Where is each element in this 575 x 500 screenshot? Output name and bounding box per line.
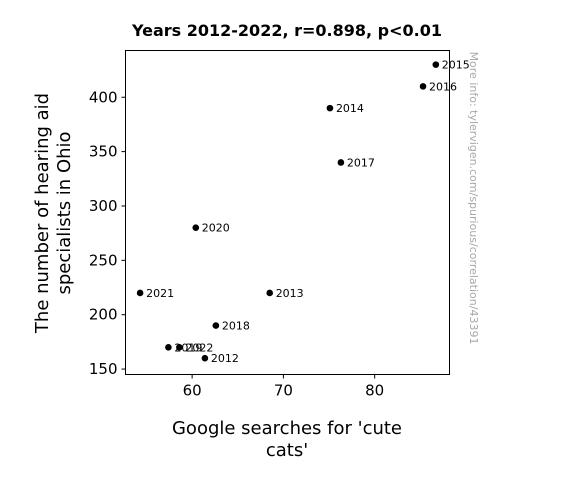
y-axis-label-line-2: specialists in Ohio bbox=[54, 131, 75, 294]
x-axis-label-line-1: Google searches for 'cute bbox=[172, 418, 402, 439]
point-2013 bbox=[266, 289, 274, 297]
y-tick-label-150: 150 bbox=[89, 360, 118, 378]
y-tick-label-250: 250 bbox=[89, 251, 118, 269]
point-label-2017: 2017 bbox=[347, 156, 375, 169]
point-2016 bbox=[419, 83, 427, 90]
chart-title: Years 2012-2022, r=0.898, p<0.01 bbox=[131, 21, 442, 40]
point-label-2014: 2014 bbox=[336, 102, 364, 115]
y-tick-label-300: 300 bbox=[89, 197, 118, 215]
point-2021 bbox=[136, 289, 144, 297]
point-2019 bbox=[165, 344, 172, 351]
point-2022 bbox=[176, 344, 183, 351]
point-label-2012: 2012 bbox=[211, 352, 239, 365]
point-label-2019: 2019 bbox=[174, 341, 202, 354]
point-2017 bbox=[337, 159, 345, 166]
point-2020 bbox=[192, 224, 200, 232]
y-tick-label-200: 200 bbox=[89, 306, 118, 324]
y-tick-label-400: 400 bbox=[89, 88, 118, 106]
x-axis-label-line-2: cats' bbox=[266, 440, 308, 461]
x-tick-label-60: 60 bbox=[183, 382, 202, 400]
point-2012 bbox=[201, 354, 209, 362]
watermark-text: More info: tylervigen.com/spurious/corre… bbox=[467, 52, 480, 345]
x-tick-label-70: 70 bbox=[274, 382, 293, 400]
data-points: 2012 2013 2014 2015 2016 2017 2018 2019 2020 2021… bbox=[136, 59, 470, 365]
point-label-2020: 2020 bbox=[202, 222, 230, 235]
y-tick-label-350: 350 bbox=[89, 143, 118, 161]
point-label-2022: 2022 bbox=[185, 341, 213, 354]
point-2018 bbox=[212, 322, 220, 329]
point-label-2013: 2013 bbox=[276, 287, 304, 300]
point-label-2018: 2018 bbox=[222, 320, 250, 333]
point-label-2015: 2015 bbox=[442, 59, 470, 72]
plot-frame bbox=[125, 50, 450, 375]
axis-ticks: 60 70 80 150 200 250 300 350 400 bbox=[89, 88, 384, 399]
point-2015 bbox=[432, 61, 440, 68]
y-axis-label: The number of hearing aid specialists in… bbox=[32, 93, 75, 334]
point-2014 bbox=[326, 104, 334, 112]
point-label-2016: 2016 bbox=[429, 80, 457, 93]
y-axis-label-line-1: The number of hearing aid bbox=[32, 93, 53, 334]
x-tick-label-80: 80 bbox=[365, 382, 384, 400]
point-label-2021: 2021 bbox=[146, 287, 174, 300]
